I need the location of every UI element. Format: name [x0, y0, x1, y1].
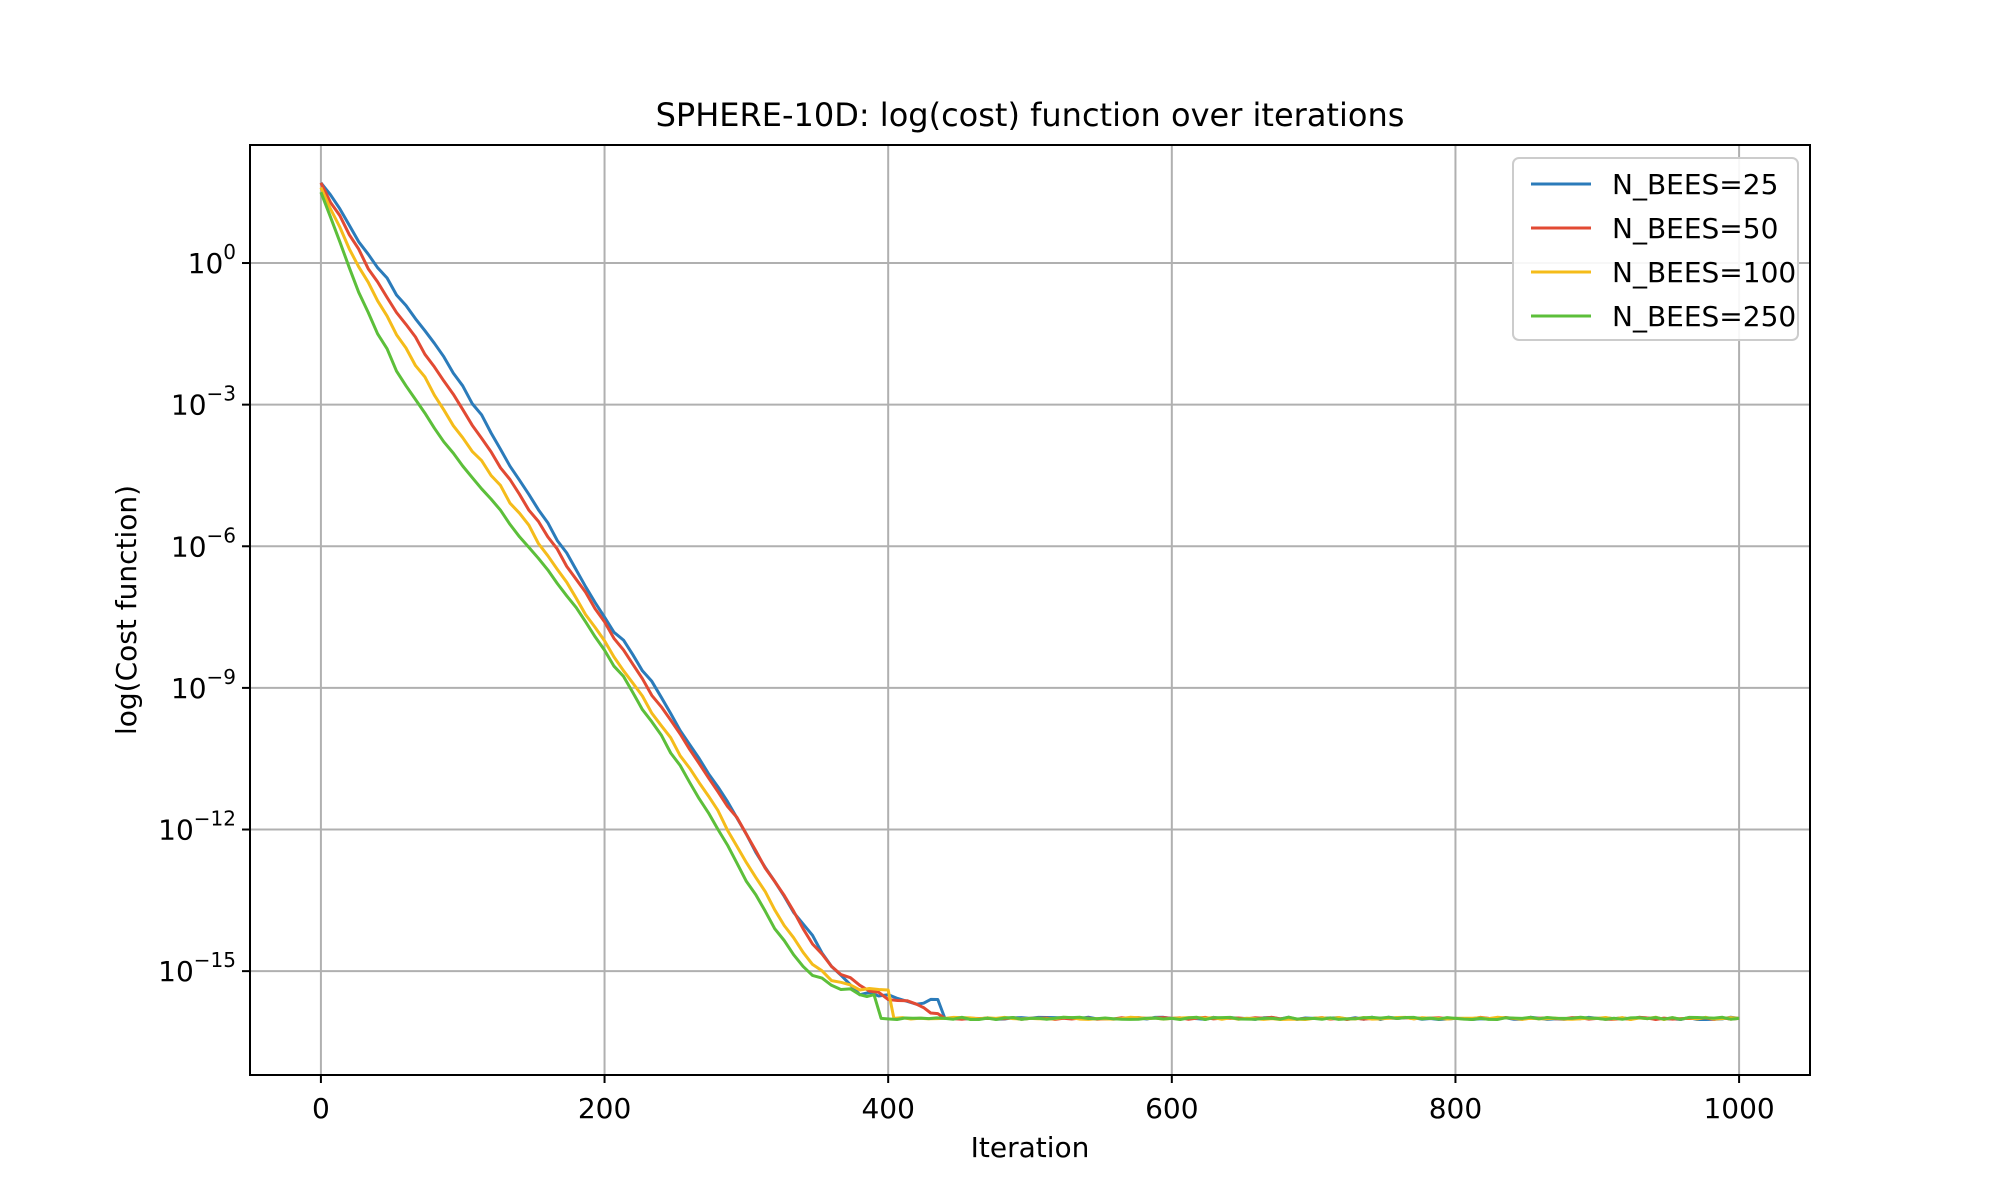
legend-label: N_BEES=50 [1612, 212, 1778, 245]
legend-label: N_BEES=250 [1612, 300, 1796, 333]
y-tick-label: 10−12 [158, 807, 236, 847]
y-tick-label: 10−6 [171, 523, 236, 563]
series-line [319, 191, 1740, 1021]
x-tick-label: 400 [861, 1092, 914, 1125]
y-tick-label: 10−3 [171, 382, 236, 422]
chart-title: SPHERE-10D: log(cost) function over iter… [656, 96, 1405, 134]
x-axis-label: Iteration [971, 1131, 1090, 1164]
x-tick-label: 600 [1145, 1092, 1198, 1125]
series-lines [319, 181, 1740, 1021]
y-tick-label: 10−15 [158, 948, 236, 988]
y-tick-label: 100 [188, 240, 236, 280]
legend-label: N_BEES=100 [1612, 256, 1796, 289]
plot-area-frame [249, 144, 1811, 1076]
y-tick-label: 10−9 [171, 665, 236, 705]
x-tick-label: 200 [578, 1092, 631, 1125]
y-axis-label: log(Cost function) [110, 485, 143, 735]
x-tick-label: 800 [1429, 1092, 1482, 1125]
x-tick-label: 1000 [1703, 1092, 1774, 1125]
y-axis-ticks: 100 10−3 10−6 10−9 10−12 10−15 [158, 240, 250, 988]
legend: N_BEES=25 N_BEES=50 N_BEES=100 N_BEES=250 [1512, 157, 1799, 341]
x-tick-label: 0 [312, 1092, 330, 1125]
legend-box [1512, 157, 1799, 341]
x-axis-ticks: 0 200 400 600 800 1000 [312, 1075, 1775, 1125]
legend-label: N_BEES=25 [1612, 168, 1778, 201]
